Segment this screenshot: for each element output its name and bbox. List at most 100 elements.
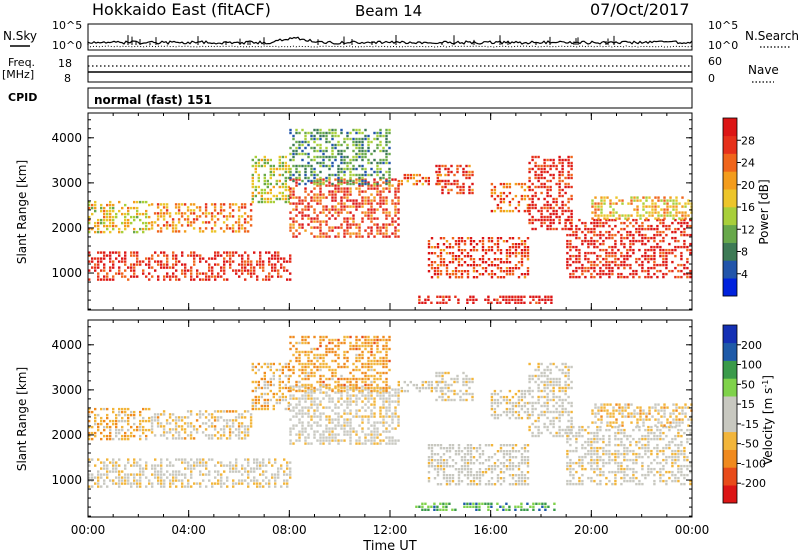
echo-cell <box>159 230 163 233</box>
echo-cell <box>269 191 272 195</box>
echo-cell <box>237 218 241 221</box>
echo-cell <box>109 434 112 438</box>
echo-cell <box>232 467 235 470</box>
echo-cell <box>313 220 316 223</box>
echo-cell <box>441 185 444 189</box>
echo-cell <box>277 275 280 278</box>
echo-cell <box>570 212 573 216</box>
echo-cell <box>602 221 605 225</box>
echo-cell <box>617 230 620 234</box>
echo-cell <box>385 341 388 345</box>
echo-cell <box>243 218 247 221</box>
echo-cell <box>641 269 644 273</box>
echo-cell <box>240 416 244 419</box>
echo-cell <box>686 257 689 261</box>
echo-cell <box>454 243 458 246</box>
echo-cell <box>94 230 97 234</box>
echo-cell <box>157 275 160 278</box>
echo-cell <box>593 251 596 255</box>
echo-cell <box>136 461 139 464</box>
echo-cell <box>671 251 674 255</box>
echo-cell <box>272 404 275 408</box>
echo-cell <box>460 237 464 240</box>
echo-cell <box>328 131 331 135</box>
echo-cell <box>100 257 103 260</box>
echo-cell <box>211 266 214 269</box>
echo-cell <box>337 179 340 183</box>
echo-cell <box>505 298 508 301</box>
echo-cell <box>229 263 232 266</box>
echo-cell <box>436 483 440 486</box>
echo-cell <box>361 406 364 409</box>
echo-cell <box>316 193 319 196</box>
echo-cell <box>192 227 196 230</box>
echo-cell <box>156 230 160 233</box>
echo-cell <box>385 140 388 144</box>
echo-cell <box>382 391 385 394</box>
echo-cell <box>289 254 292 257</box>
echo-cell <box>397 223 400 226</box>
echo-cell <box>454 267 458 270</box>
echo-cell <box>680 275 683 279</box>
echo-cell <box>316 143 319 147</box>
echo-cell <box>361 353 364 357</box>
echo-cell <box>549 221 552 225</box>
echo-cell <box>394 202 397 205</box>
echo-cell <box>635 227 638 231</box>
echo-cell <box>552 197 555 201</box>
echo-cell <box>260 395 263 399</box>
echo-cell <box>689 224 692 228</box>
echo-cell <box>349 176 352 180</box>
echo-cell <box>650 236 653 240</box>
echo-cell <box>174 203 178 206</box>
echo-cell <box>484 261 488 264</box>
echo-cell <box>243 437 247 440</box>
echo-cell <box>550 295 553 298</box>
echo-cell <box>578 254 581 258</box>
echo-cell <box>459 188 462 192</box>
echo-cell <box>346 359 349 363</box>
echo-cell <box>289 403 292 406</box>
echo-cell <box>346 205 349 208</box>
echo-cell <box>244 266 247 269</box>
echo-cell <box>124 251 127 254</box>
echo-cell <box>307 386 310 390</box>
echo-cell <box>153 413 157 416</box>
echo-cell <box>517 246 521 249</box>
echo-cell <box>508 209 512 213</box>
echo-cell <box>599 233 602 237</box>
echo-cell <box>454 295 457 298</box>
echo-cell <box>364 211 367 214</box>
echo-cell <box>441 191 444 195</box>
echo-cell <box>148 416 151 420</box>
echo-cell <box>555 215 558 219</box>
power-y-axis-label: Slant Range [km] <box>15 160 29 264</box>
echo-cell <box>665 251 668 255</box>
echo-cell <box>316 214 319 217</box>
echo-cell <box>112 407 115 411</box>
echo-cell <box>547 295 550 298</box>
echo-cell <box>307 179 310 183</box>
echo-cell <box>319 341 322 345</box>
echo-cell <box>436 276 440 279</box>
echo-cell <box>680 230 683 234</box>
echo-cell <box>364 341 367 345</box>
echo-cell <box>251 407 254 411</box>
echo-cell <box>286 485 289 488</box>
echo-cell <box>343 220 346 223</box>
echo-cell <box>189 221 193 224</box>
echo-cell <box>254 401 257 405</box>
echo-cell <box>265 470 268 473</box>
echo-cell <box>445 474 449 477</box>
echo-cell <box>247 254 250 257</box>
echo-cell <box>352 164 355 168</box>
echo-cell <box>148 479 151 482</box>
echo-cell <box>313 371 316 375</box>
echo-cell <box>175 254 178 257</box>
echo-cell <box>118 470 121 473</box>
echo-cell <box>379 397 382 400</box>
echo-cell <box>260 365 263 369</box>
echo-cell <box>295 439 298 442</box>
echo-cell <box>490 182 494 186</box>
echo-cell <box>653 263 656 267</box>
